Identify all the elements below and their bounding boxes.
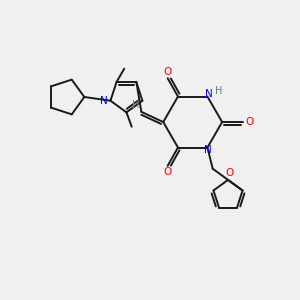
Text: N: N [204,145,212,154]
Text: O: O [225,168,233,178]
Text: O: O [163,167,171,177]
Text: O: O [163,67,171,77]
Text: O: O [245,117,254,127]
Text: H: H [215,86,222,96]
Text: H: H [132,100,140,110]
Text: N: N [205,89,213,99]
Text: N: N [100,96,108,106]
